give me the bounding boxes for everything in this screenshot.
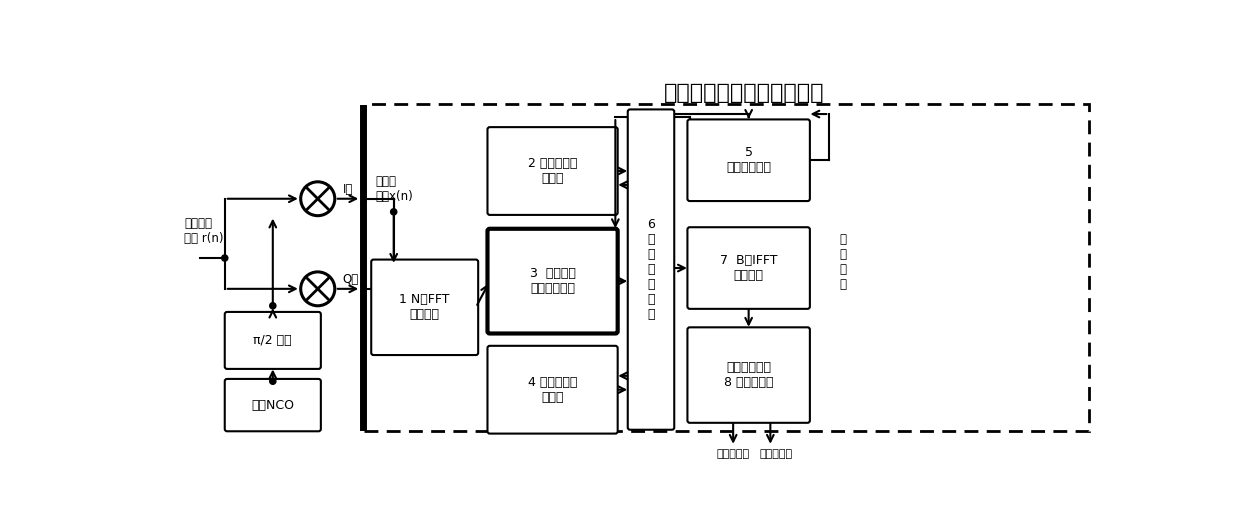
- FancyBboxPatch shape: [371, 260, 479, 355]
- Text: 6
数
据
处
理
单
元: 6 数 据 处 理 单 元: [647, 218, 655, 321]
- FancyBboxPatch shape: [627, 109, 675, 430]
- FancyBboxPatch shape: [224, 379, 321, 431]
- Text: Q路: Q路: [342, 273, 358, 286]
- Text: 3  乒乓结构
数据缓存单元: 3 乒乓结构 数据缓存单元: [529, 267, 575, 295]
- FancyBboxPatch shape: [487, 229, 618, 334]
- Circle shape: [270, 378, 277, 384]
- Text: π/2 移相: π/2 移相: [253, 334, 293, 347]
- Text: 2 伪码频谱存
储单元: 2 伪码频谱存 储单元: [528, 157, 578, 185]
- Text: 码相位估计: 码相位估计: [717, 449, 750, 460]
- Text: 1 N点FFT
计算单元: 1 N点FFT 计算单元: [399, 293, 450, 321]
- Circle shape: [270, 303, 277, 309]
- FancyBboxPatch shape: [687, 227, 810, 309]
- Text: 复基带
信号x(n): 复基带 信号x(n): [374, 175, 413, 203]
- Text: 5
数据读取单元: 5 数据读取单元: [727, 146, 771, 174]
- Circle shape: [391, 209, 397, 215]
- Circle shape: [300, 182, 335, 216]
- Text: I路: I路: [342, 183, 353, 196]
- Text: 4 加权系数存
储单元: 4 加权系数存 储单元: [528, 376, 578, 403]
- FancyBboxPatch shape: [224, 312, 321, 369]
- Text: 7  B点IFFT
计算单元: 7 B点IFFT 计算单元: [720, 254, 777, 282]
- FancyBboxPatch shape: [487, 127, 618, 215]
- Text: 迭
代
计
算: 迭 代 计 算: [839, 233, 847, 291]
- Text: 多普勒估计: 多普勒估计: [760, 449, 794, 460]
- FancyBboxPatch shape: [687, 327, 810, 423]
- Circle shape: [300, 272, 335, 306]
- Text: 载波NCO: 载波NCO: [252, 398, 294, 412]
- FancyBboxPatch shape: [687, 119, 810, 201]
- Text: 中频信号
采样 r(n): 中频信号 采样 r(n): [185, 217, 224, 245]
- Text: 码相位与多普
8 勒估计单元: 码相位与多普 8 勒估计单元: [724, 361, 774, 389]
- Text: 扩频信号伪码快速捕获装置: 扩频信号伪码快速捕获装置: [663, 83, 825, 103]
- FancyBboxPatch shape: [487, 346, 618, 434]
- Circle shape: [222, 255, 228, 261]
